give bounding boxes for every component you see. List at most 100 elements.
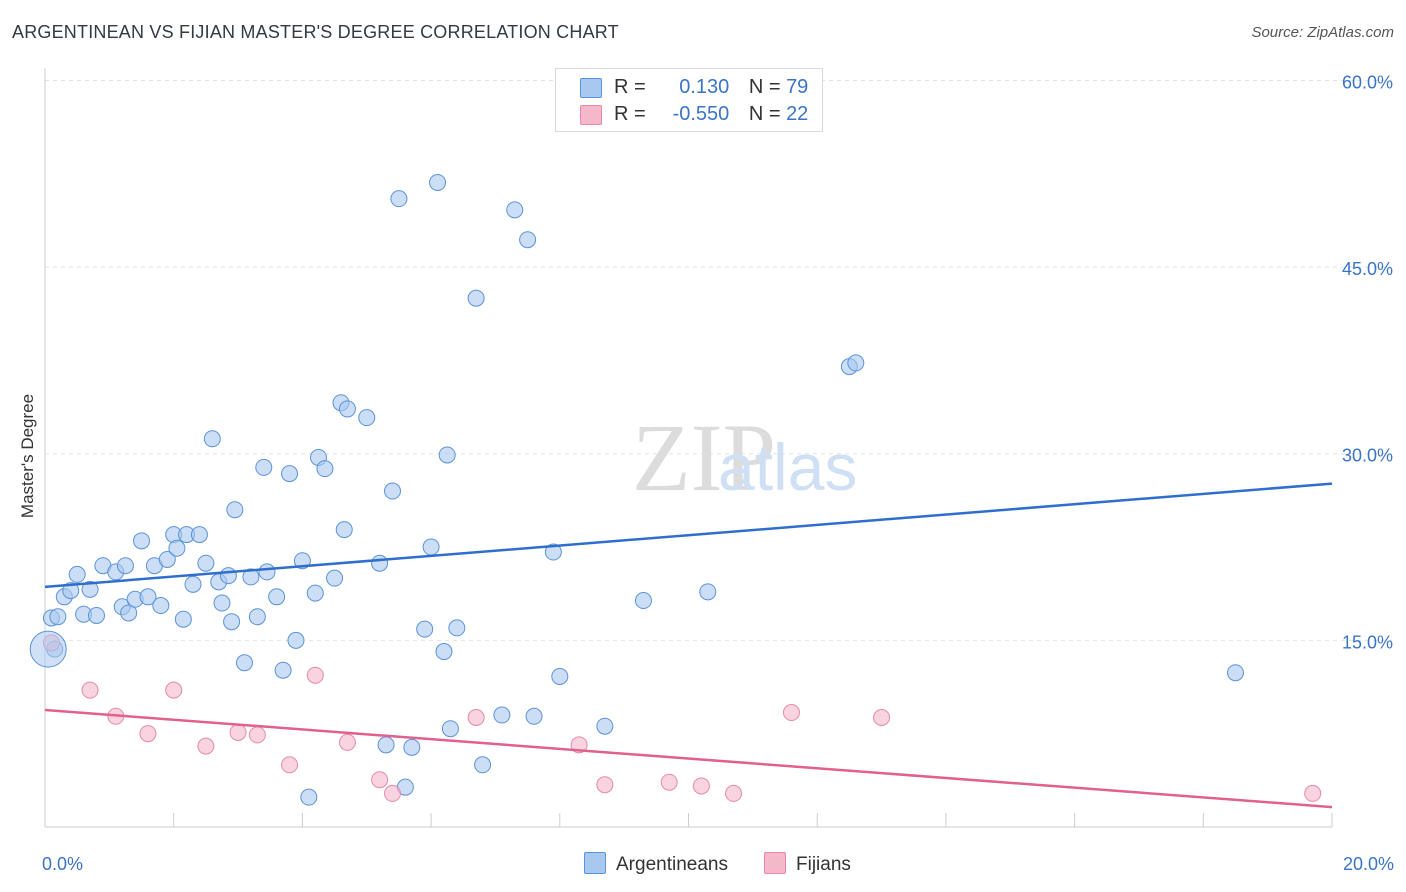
legend-r-value: -0.550	[672, 103, 730, 125]
point-argentineans	[242, 568, 260, 586]
point-argentineans	[438, 446, 456, 464]
point-argentineans	[116, 557, 134, 575]
point-argentineans	[68, 565, 86, 583]
trend-line-fijians	[44, 708, 1333, 809]
point-argentineans	[493, 706, 511, 724]
point-fijians	[248, 726, 266, 744]
legend-n-label: N =	[748, 76, 781, 98]
point-argentineans	[335, 521, 353, 539]
legend-row-argentineans: R = 0.130 N = 79	[580, 76, 808, 100]
bottom-legend-label-argentineans: Argentineans	[616, 854, 728, 875]
chart-title: ARGENTINEAN VS FIJIAN MASTER'S DEGREE CO…	[12, 22, 619, 42]
point-argentineans	[377, 736, 395, 754]
point-argentineans	[371, 554, 389, 572]
point-fijians	[467, 709, 485, 727]
grid-lines	[45, 79, 1392, 641]
point-argentineans	[699, 583, 717, 601]
bottom-legend-label-fijians: Fijians	[796, 854, 851, 875]
point-fijians	[383, 784, 401, 802]
point-argentineans	[223, 613, 241, 631]
point-argentineans-cluster	[29, 630, 67, 668]
x-tick-label: 20.0%	[1343, 854, 1394, 874]
point-argentineans	[416, 620, 434, 638]
axes	[44, 68, 1333, 828]
point-fijians	[229, 723, 247, 741]
point-fijians	[281, 756, 299, 774]
point-argentineans	[274, 661, 292, 679]
point-fijians	[596, 776, 614, 794]
point-argentineans	[81, 580, 99, 598]
legend-r-label: R =	[614, 76, 646, 98]
point-argentineans	[306, 584, 324, 602]
point-fijians	[1304, 784, 1322, 802]
watermark-atlas: atlas	[718, 430, 857, 504]
point-argentineans	[525, 707, 543, 725]
point-argentineans	[258, 563, 276, 581]
point-argentineans	[474, 756, 492, 774]
point-argentineans	[435, 643, 453, 661]
point-argentineans	[448, 619, 466, 637]
point-fijians	[782, 704, 800, 722]
legend-n-value: 79	[786, 76, 809, 98]
point-fijians	[165, 681, 183, 699]
point-argentineans	[87, 606, 105, 624]
point-argentineans	[551, 667, 569, 685]
point-argentineans	[268, 588, 286, 606]
point-fijians	[725, 784, 743, 802]
point-argentineans	[467, 289, 485, 307]
point-argentineans	[429, 173, 447, 191]
point-argentineans	[519, 231, 537, 249]
point-fijians	[139, 725, 157, 743]
point-argentineans	[634, 592, 652, 610]
point-argentineans	[235, 654, 253, 672]
point-argentineans	[316, 460, 334, 478]
point-fijians	[306, 666, 324, 684]
point-argentineans	[287, 631, 305, 649]
legend-swatch-fijians	[580, 104, 602, 125]
y-tick-label: 15.0%	[1342, 632, 1393, 652]
y-axis-label: Master's Degree	[18, 394, 37, 518]
trend-line-argentineans	[44, 482, 1333, 589]
point-argentineans	[120, 604, 138, 622]
point-argentineans	[326, 569, 344, 587]
point-argentineans	[174, 610, 192, 628]
point-argentineans	[506, 201, 524, 219]
source-label: Source: ZipAtlas.com	[1251, 24, 1394, 41]
point-argentineans	[213, 594, 231, 612]
point-argentineans	[49, 608, 67, 626]
point-argentineans	[248, 608, 266, 626]
point-argentineans	[1226, 664, 1244, 682]
point-argentineans	[422, 538, 440, 556]
point-argentineans	[168, 539, 186, 557]
legend-r-label: R =	[614, 103, 646, 125]
legend-row-fijians: R = -0.550 N = 22	[580, 103, 808, 127]
point-argentineans	[219, 567, 237, 585]
legend-n-value: 22	[786, 103, 809, 125]
point-argentineans	[255, 458, 273, 476]
point-argentineans	[133, 532, 151, 550]
y-tick-label: 30.0%	[1342, 446, 1393, 466]
point-fijians	[81, 681, 99, 699]
bottom-legend-swatch-fijians	[764, 852, 786, 874]
point-argentineans	[190, 526, 208, 544]
point-argentineans	[383, 482, 401, 500]
point-argentineans	[139, 588, 157, 606]
legend-swatch-argentineans	[580, 77, 602, 98]
point-fijians	[873, 709, 891, 727]
point-fijians	[371, 771, 389, 789]
point-argentineans	[338, 400, 356, 418]
trend-lines	[44, 482, 1333, 809]
point-argentineans	[152, 597, 170, 615]
point-argentineans	[197, 554, 215, 572]
point-argentineans	[403, 738, 421, 756]
point-argentineans	[596, 717, 614, 735]
watermark: ZIP atlas	[632, 404, 857, 511]
legend-n-label: N =	[748, 103, 781, 125]
data-points	[29, 173, 1322, 806]
y-tick-label: 45.0%	[1342, 259, 1393, 279]
point-argentineans	[62, 582, 80, 600]
point-argentineans	[300, 788, 318, 806]
point-argentineans	[184, 575, 202, 593]
tick-labels: 15.0% 30.0% 45.0% 60.0% 0.0% 20.0%	[42, 72, 1394, 874]
